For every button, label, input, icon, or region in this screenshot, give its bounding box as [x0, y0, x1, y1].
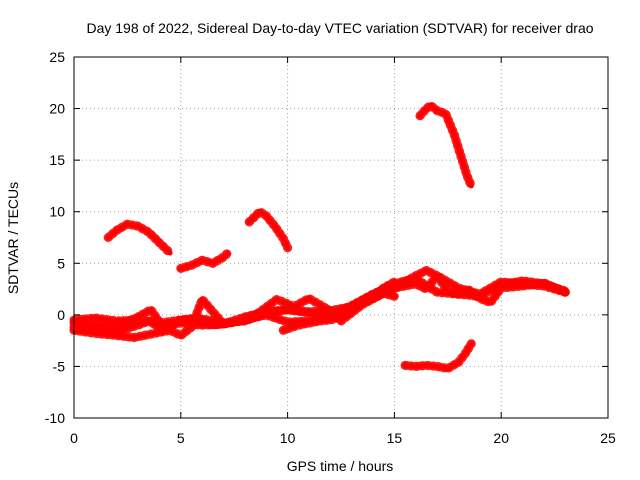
y-tick-label: 0 [57, 307, 65, 323]
series-markers-arc-2 [176, 248, 233, 273]
series-markers-arc-10 [278, 277, 399, 335]
x-axis-label: GPS time / hours [287, 458, 394, 474]
y-tick-label: -5 [53, 358, 66, 374]
x-tick-label: 20 [493, 430, 509, 446]
chart-title: Day 198 of 2022, Sidereal Day-to-day VTE… [86, 20, 593, 36]
y-tick-label: -10 [45, 410, 65, 426]
series-markers-arc-4 [415, 101, 476, 191]
data-series [69, 101, 570, 373]
x-tick-label: 25 [600, 430, 616, 446]
y-tick-label: 5 [57, 255, 65, 271]
y-tick-label: 10 [49, 204, 65, 220]
y-tick-label: 20 [49, 101, 65, 117]
x-tick-label: 15 [387, 430, 403, 446]
series-markers-arc-3 [244, 207, 293, 253]
y-axis-label: SDTVAR / TECUs [5, 182, 21, 294]
x-tick-label: 0 [70, 430, 78, 446]
plot-frame [73, 56, 609, 419]
y-tick-label: 15 [49, 152, 65, 168]
series-markers-arc-1 [103, 219, 175, 258]
y-tick-label: 25 [49, 49, 65, 65]
x-tick-label: 10 [280, 430, 296, 446]
grid-lines [74, 57, 608, 418]
axis-ticks: 0 5 10 15 20 25 -10 -5 0 5 10 15 20 25 [45, 49, 616, 446]
series-markers-arc-5 [400, 339, 476, 373]
x-tick-label: 5 [177, 430, 185, 446]
